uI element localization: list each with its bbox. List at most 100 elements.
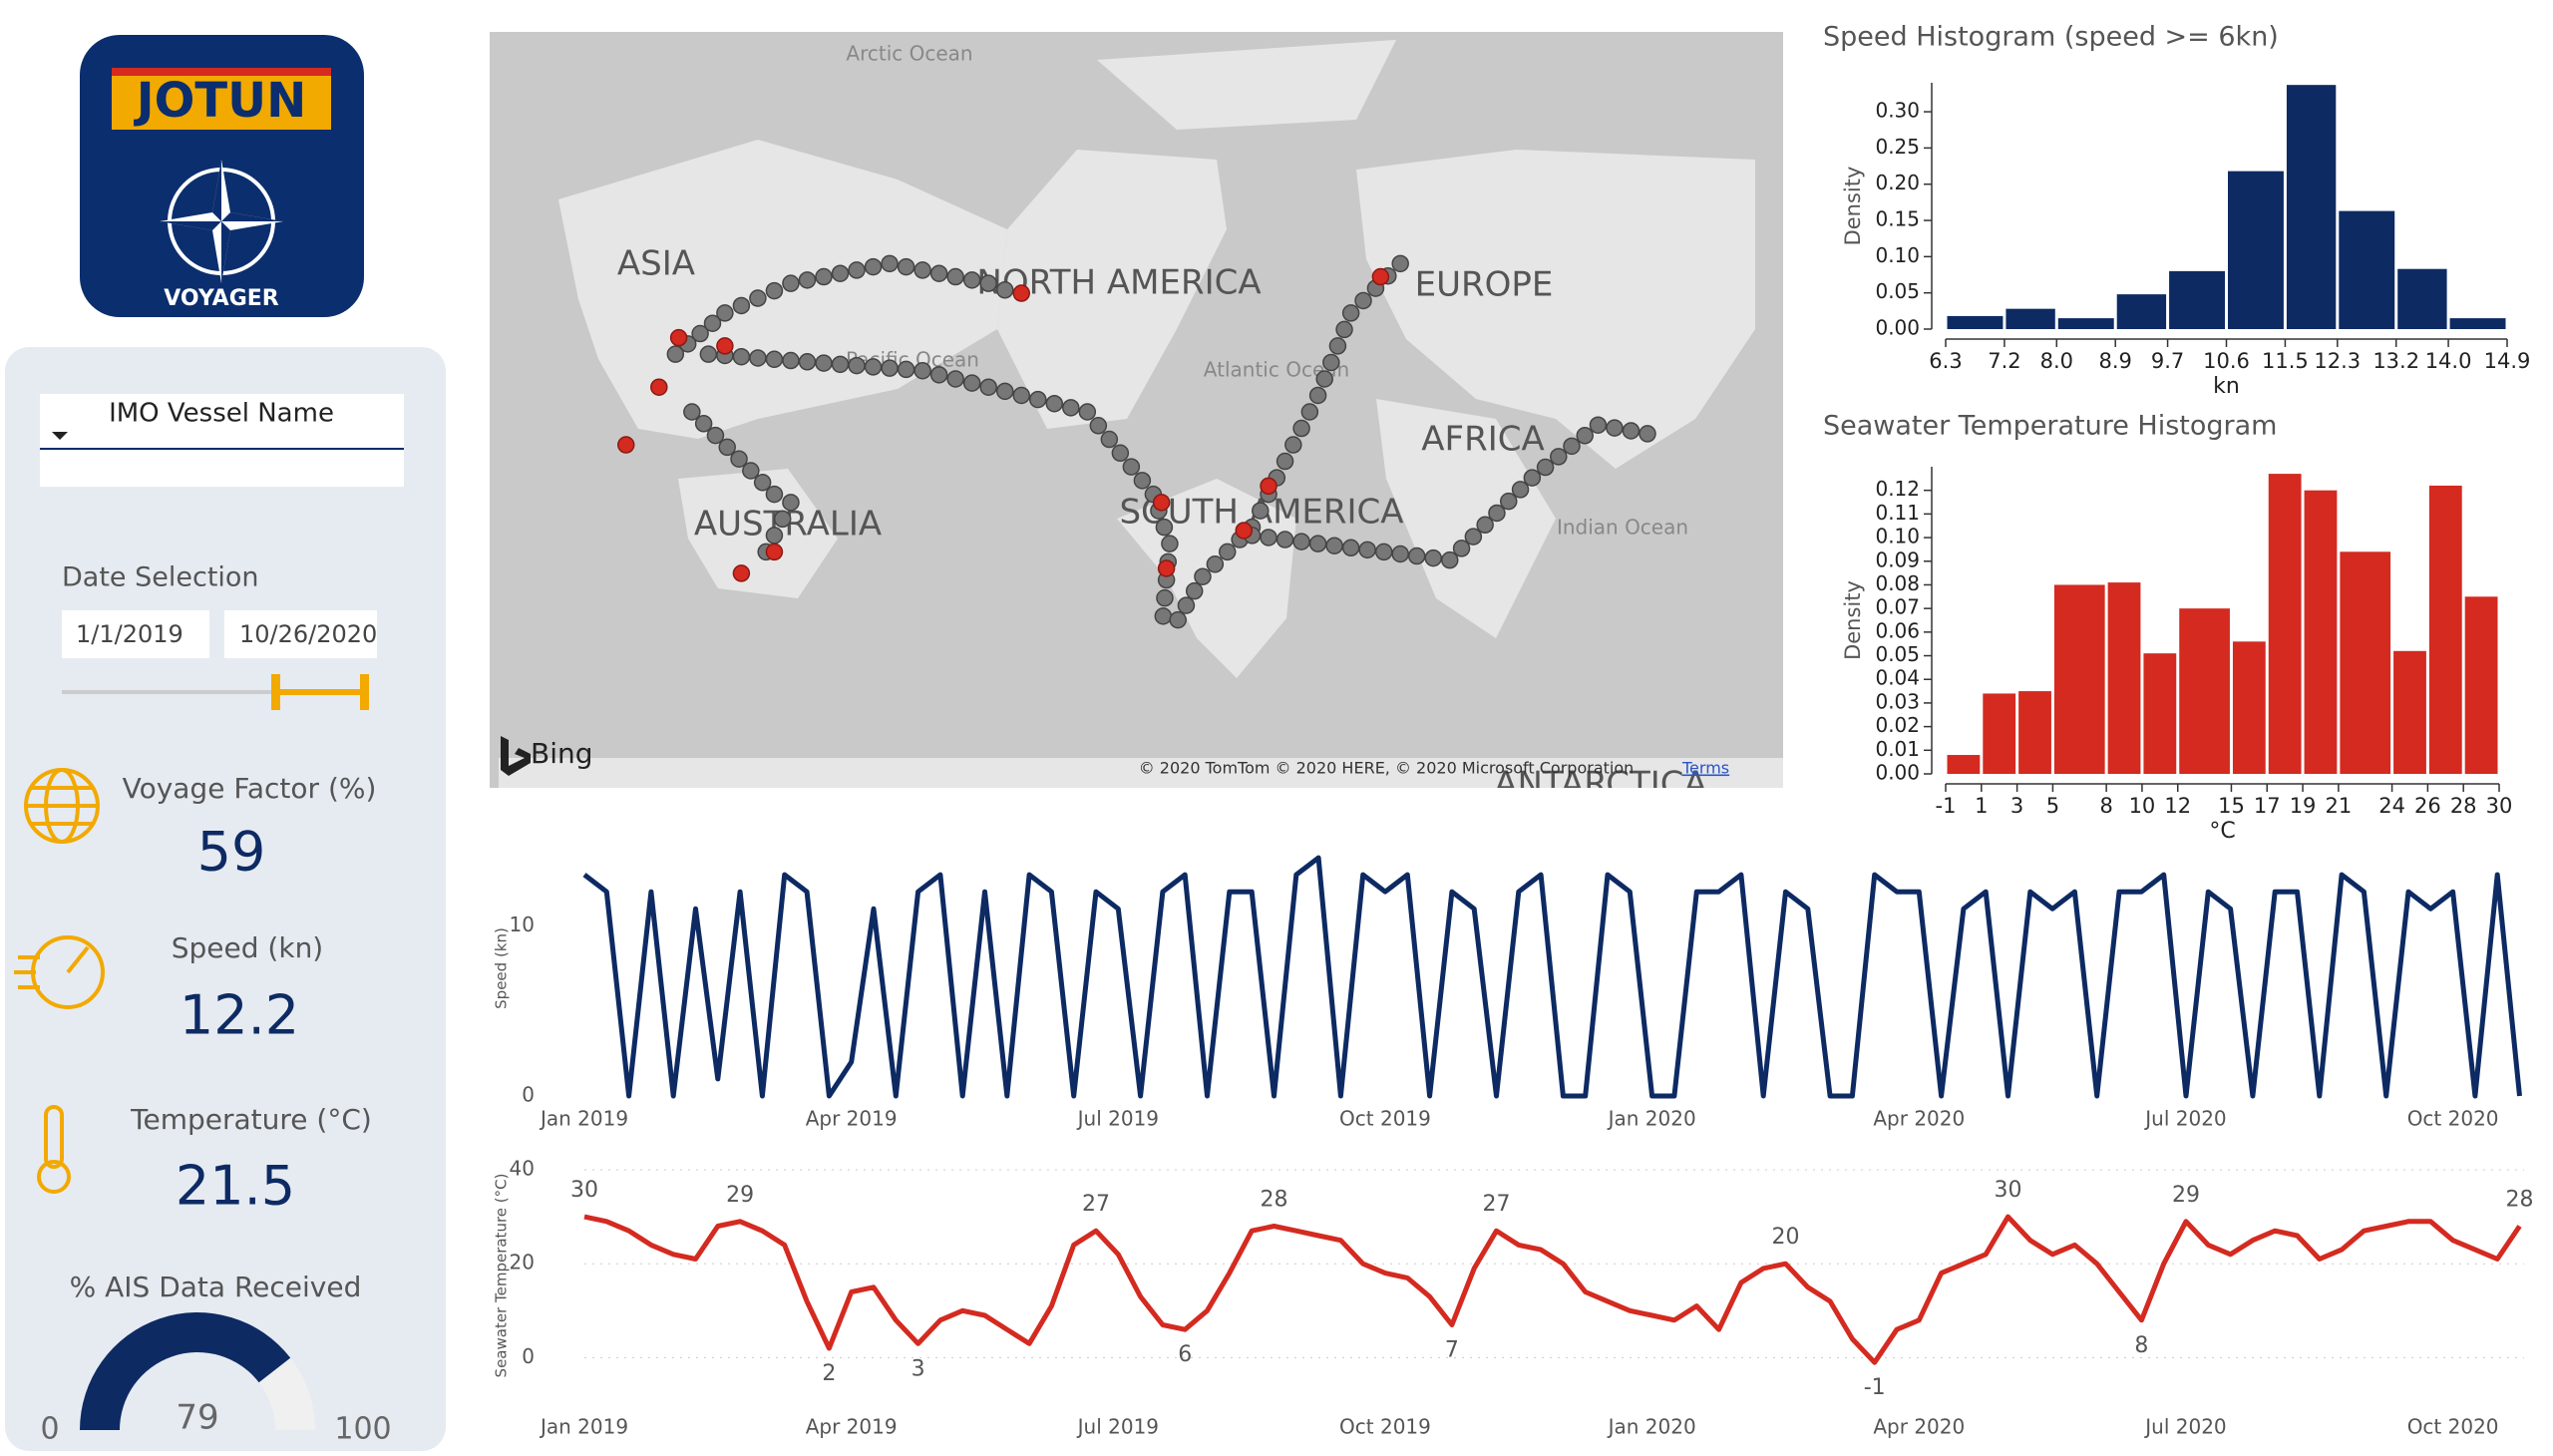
x-tick-label: 8.9 bbox=[2099, 349, 2132, 373]
x-tick-label: Oct 2019 bbox=[1339, 1415, 1431, 1439]
logo-product: VOYAGER bbox=[164, 286, 278, 311]
route-point bbox=[1089, 417, 1108, 435]
route-point bbox=[1622, 422, 1641, 440]
route-point bbox=[782, 351, 800, 370]
route-point bbox=[1589, 416, 1608, 434]
gauge-value bbox=[80, 1312, 291, 1430]
route-point bbox=[699, 345, 718, 363]
date-end-box[interactable] bbox=[224, 610, 377, 658]
date-title: Date Selection bbox=[62, 562, 259, 593]
route-point bbox=[730, 450, 748, 468]
route-point bbox=[1452, 540, 1471, 557]
slider-handle[interactable] bbox=[271, 674, 280, 710]
route-point bbox=[1100, 430, 1119, 449]
route-point bbox=[1464, 528, 1483, 546]
y-axis-label: Density bbox=[1841, 580, 1865, 660]
route-point bbox=[742, 462, 760, 480]
x-tick-label: 24 bbox=[2378, 794, 2405, 818]
histogram-bar bbox=[2179, 608, 2230, 774]
x-tick-label: 8 bbox=[2099, 794, 2112, 818]
histogram-bar bbox=[2339, 210, 2395, 329]
route-point bbox=[798, 353, 817, 371]
route-point bbox=[1523, 469, 1542, 487]
map-terms[interactable]: Terms bbox=[1681, 759, 1729, 778]
dropdown-arrow bbox=[52, 432, 68, 440]
route-point bbox=[1374, 543, 1393, 561]
route-point bbox=[831, 355, 850, 374]
y-tick-label: 0.00 bbox=[1875, 761, 1920, 785]
map-label: ASIA bbox=[617, 244, 695, 284]
histogram-bar bbox=[2006, 308, 2055, 329]
vessel-dropdown[interactable] bbox=[40, 394, 404, 449]
x-tick-label: 15 bbox=[2218, 794, 2245, 818]
route-point bbox=[1156, 588, 1174, 607]
y-tick-label: 0.10 bbox=[1875, 525, 1920, 548]
route-point bbox=[765, 350, 784, 369]
histogram-bar bbox=[2143, 653, 2177, 774]
histogram-bar bbox=[2107, 582, 2141, 774]
map-label: EUROPE bbox=[1415, 265, 1554, 305]
chart-title: Speed Histogram (speed >= 6kn) bbox=[1823, 22, 2279, 53]
x-tick-label: Oct 2020 bbox=[2407, 1107, 2499, 1131]
dropdown-field[interactable] bbox=[40, 451, 404, 487]
route-point bbox=[1476, 516, 1494, 535]
landmass bbox=[1356, 150, 1755, 469]
x-tick-label: 13.2 bbox=[2372, 349, 2419, 373]
route-alert-point bbox=[732, 564, 751, 582]
x-tick-label: 6.3 bbox=[1929, 349, 1962, 373]
gauge-min: 0 bbox=[40, 1412, 59, 1447]
y-tick-label: 0.01 bbox=[1875, 737, 1920, 761]
data-label: 7 bbox=[1445, 1337, 1459, 1362]
histogram-bar bbox=[2340, 551, 2391, 774]
x-axis-label: °C bbox=[2209, 819, 2235, 844]
x-tick-label: Oct 2019 bbox=[1339, 1107, 1431, 1131]
x-tick-label: 9.7 bbox=[2151, 349, 2184, 373]
bing-icon bbox=[501, 736, 531, 776]
route-point bbox=[1206, 555, 1225, 573]
x-tick-label: 10 bbox=[2129, 794, 2156, 818]
date-start: 1/1/2019 bbox=[76, 620, 183, 648]
slider-handle[interactable] bbox=[360, 674, 369, 710]
route-alert-point bbox=[1371, 267, 1390, 286]
y-tick-label: 0.25 bbox=[1875, 135, 1920, 159]
route-point bbox=[815, 354, 833, 372]
x-tick-label: 5 bbox=[2046, 794, 2059, 818]
x-tick-label: Oct 2020 bbox=[2407, 1415, 2499, 1439]
x-tick-label: 30 bbox=[2486, 794, 2513, 818]
y-tick-label: 0.15 bbox=[1875, 207, 1920, 231]
date-start-box[interactable] bbox=[62, 610, 209, 658]
data-label: 2 bbox=[822, 1361, 836, 1386]
y-tick-label: 10 bbox=[510, 912, 535, 936]
route-point bbox=[666, 345, 685, 363]
histogram-bar bbox=[2397, 268, 2447, 329]
gauge-value-label: 79 bbox=[176, 1398, 218, 1438]
x-tick-label: Apr 2020 bbox=[1873, 1415, 1965, 1439]
route-point bbox=[1122, 458, 1141, 476]
route-point bbox=[716, 304, 734, 322]
route-alert-point bbox=[1152, 494, 1171, 512]
route-point bbox=[773, 510, 792, 529]
route-point bbox=[1341, 304, 1360, 322]
logo-band bbox=[112, 68, 331, 130]
route-point bbox=[848, 356, 866, 375]
landmass bbox=[1097, 40, 1396, 130]
x-tick-label: Jul 2020 bbox=[2143, 1107, 2226, 1131]
x-tick-label: Jul 2019 bbox=[1076, 1415, 1159, 1439]
route-point bbox=[995, 281, 1014, 299]
route-point bbox=[706, 426, 725, 445]
data-label: 29 bbox=[2172, 1183, 2200, 1208]
map-label: AFRICA bbox=[1421, 420, 1544, 460]
x-tick-label: Apr 2019 bbox=[806, 1415, 898, 1439]
y-axis-label: Speed (kn) bbox=[493, 927, 511, 1009]
y-tick-label: 0.20 bbox=[1875, 171, 1920, 194]
route-point bbox=[1252, 502, 1270, 520]
histogram-bar bbox=[1947, 755, 1981, 774]
route-point bbox=[1550, 448, 1568, 466]
route-point bbox=[782, 274, 800, 292]
kpi-label: Speed (kn) bbox=[172, 931, 323, 964]
x-tick-label: 19 bbox=[2290, 794, 2317, 818]
route-point bbox=[929, 366, 948, 384]
route-point bbox=[765, 527, 784, 545]
data-label: 20 bbox=[1771, 1225, 1799, 1250]
